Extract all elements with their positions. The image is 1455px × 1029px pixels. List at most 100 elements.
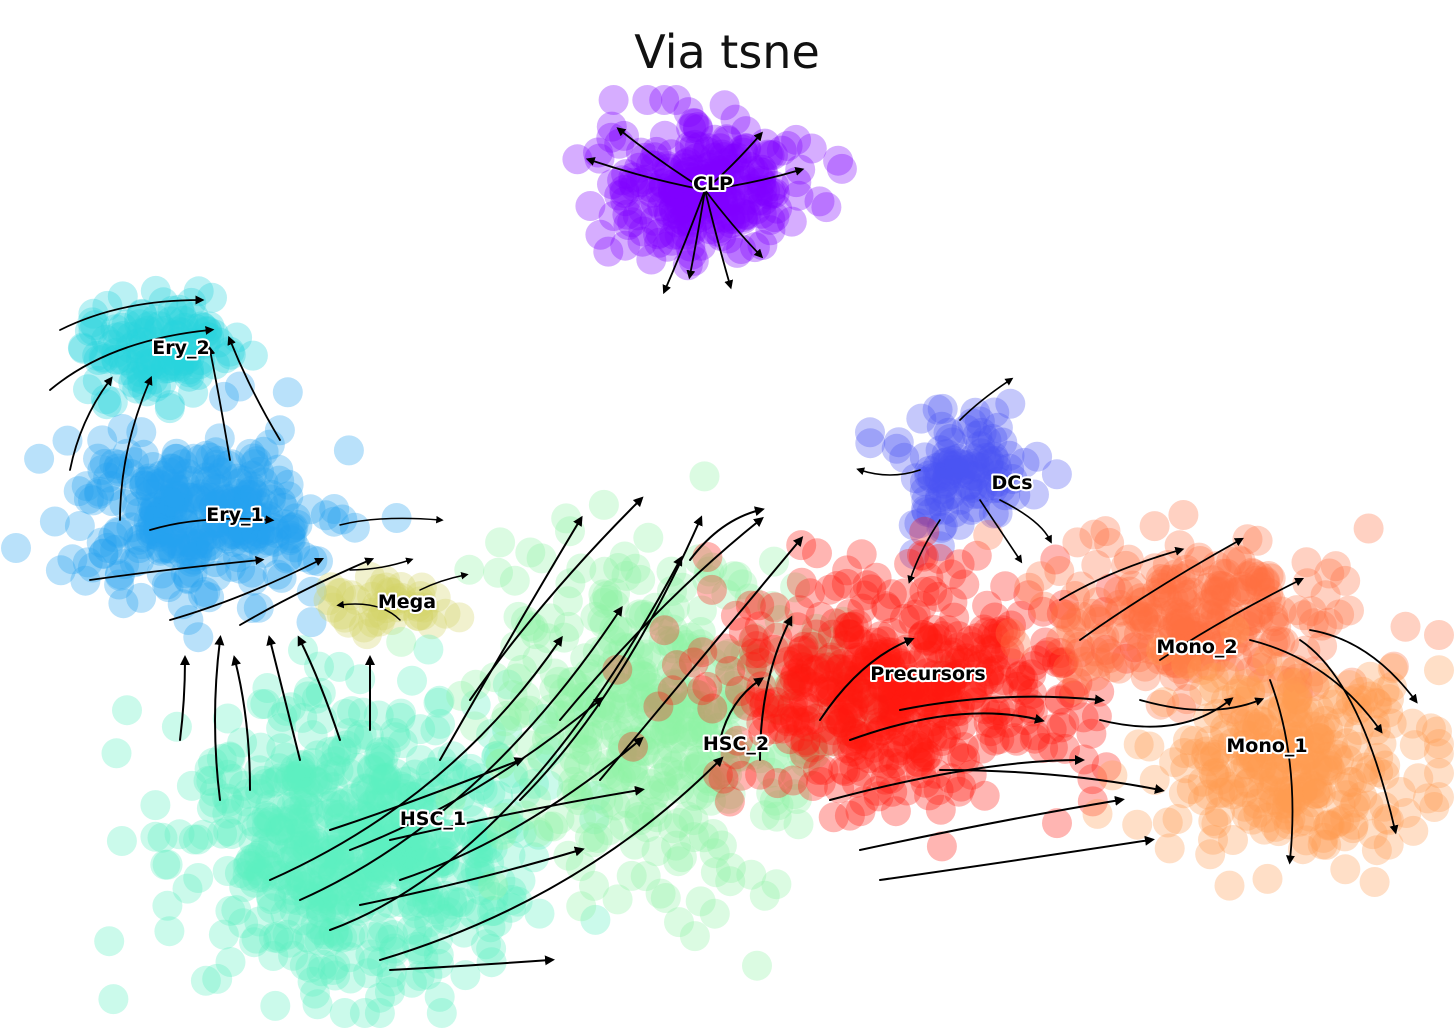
point-clp: [604, 180, 635, 211]
point-hsc-1: [307, 772, 338, 803]
streamline: [336, 600, 401, 621]
point-ery-2: [144, 311, 175, 342]
point-hsc-1: [395, 817, 425, 847]
point-precursors: [1028, 733, 1059, 763]
point-dcs: [927, 510, 958, 541]
point-mono-2: [1161, 647, 1192, 678]
point-ery-1: [161, 480, 192, 511]
point-precursors: [909, 516, 940, 547]
point-precursors: [696, 574, 727, 605]
point-precursors: [996, 648, 1027, 679]
point-ery-1: [129, 466, 160, 497]
point-ery-1: [179, 494, 209, 525]
point-precursors: [720, 739, 751, 770]
cluster-label-mega: Mega: [378, 591, 436, 613]
point-hsc-2: [756, 778, 787, 809]
point-ery-1: [310, 500, 341, 531]
point-hsc-1: [415, 887, 446, 918]
point-precursors: [1001, 725, 1032, 756]
point-hsc-1: [330, 834, 361, 865]
point-ery-1: [193, 531, 224, 562]
point-precursors: [1021, 645, 1052, 676]
point-mono-1: [1199, 760, 1230, 791]
point-hsc-1: [370, 736, 401, 767]
point-ery-1: [296, 576, 327, 607]
point-precursors: [780, 658, 811, 689]
point-hsc-1: [300, 766, 331, 797]
point-hsc-2: [534, 720, 565, 751]
point-hsc-2: [779, 779, 810, 810]
point-hsc-1: [302, 989, 333, 1020]
point-hsc-2: [527, 741, 557, 772]
point-mono-1: [1415, 713, 1446, 744]
point-clp: [703, 155, 734, 186]
point-ery-1: [164, 492, 195, 523]
point-hsc-2: [679, 921, 710, 952]
cluster-label-mono-2: Mono_2: [1156, 636, 1237, 658]
point-mono-2: [1330, 565, 1361, 596]
point-precursors: [852, 721, 883, 752]
point-hsc-1: [307, 849, 338, 880]
point-mono-1: [1283, 709, 1314, 740]
point-ery-1: [280, 532, 311, 563]
point-clp: [804, 186, 835, 217]
point-ery-1: [212, 450, 243, 481]
point-hsc-1: [470, 871, 500, 902]
point-ery-1: [241, 446, 272, 477]
point-mono-2: [1214, 655, 1245, 685]
point-clp: [727, 202, 758, 233]
point-hsc-1: [278, 940, 309, 971]
point-precursors: [934, 640, 965, 671]
point-mono-2: [1179, 653, 1210, 683]
point-mono-2: [1195, 600, 1225, 630]
point-hsc-1: [341, 752, 372, 783]
point-mono-1: [1348, 685, 1379, 716]
point-hsc-2: [626, 684, 657, 715]
point-mega: [349, 612, 379, 643]
point-precursors: [877, 617, 907, 648]
point-hsc-2: [633, 522, 664, 553]
point-hsc-2: [682, 690, 713, 721]
point-precursors: [970, 694, 1001, 725]
point-clp: [640, 150, 671, 181]
point-mono-1: [1313, 751, 1344, 781]
point-mono-1: [1233, 749, 1263, 780]
point-mono-1: [1313, 713, 1343, 744]
point-clp: [693, 133, 724, 164]
point-ery-2: [102, 322, 133, 353]
point-mono-1: [1324, 744, 1354, 775]
point-mono-2: [1210, 598, 1241, 629]
point-hsc-1: [289, 799, 319, 830]
point-precursors: [870, 591, 901, 622]
point-clp: [679, 108, 710, 139]
point-hsc-1: [305, 915, 336, 946]
point-precursors: [1005, 660, 1036, 691]
point-ery-1: [99, 448, 130, 479]
point-hsc-2: [507, 654, 537, 685]
point-mono-1: [1234, 767, 1265, 798]
point-precursors: [844, 723, 875, 754]
point-mono-2: [1158, 612, 1188, 643]
point-hsc-2: [630, 861, 661, 892]
point-hsc-2: [526, 543, 557, 574]
point-precursors: [890, 667, 921, 698]
point-hsc-1: [308, 949, 339, 980]
point-precursors: [764, 695, 795, 726]
point-clp: [617, 207, 648, 238]
point-mono-1: [1282, 698, 1313, 728]
point-precursors: [909, 737, 939, 768]
point-precursors: [984, 724, 1015, 755]
point-precursors: [948, 732, 979, 763]
point-mono-1: [1194, 746, 1224, 777]
point-mono-1: [1228, 686, 1259, 717]
point-hsc-2: [738, 739, 769, 770]
point-hsc-1: [368, 808, 399, 839]
point-precursors: [944, 696, 975, 727]
point-hsc-2: [648, 625, 679, 656]
point-ery-1: [64, 511, 95, 541]
point-precursors: [745, 759, 776, 790]
point-hsc-2: [587, 604, 618, 635]
point-mono-1: [1294, 801, 1325, 832]
point-precursors: [973, 707, 1004, 738]
point-clp: [725, 194, 756, 225]
